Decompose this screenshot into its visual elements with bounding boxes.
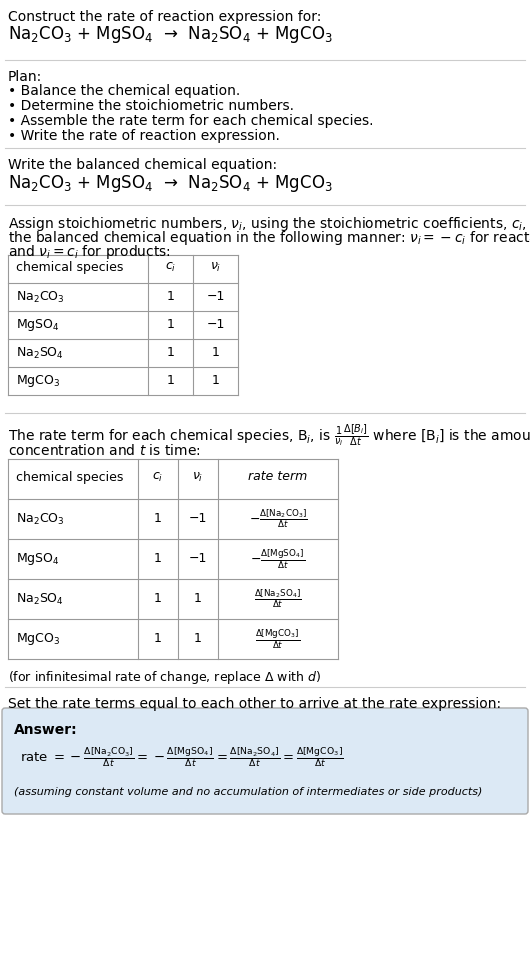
Text: −1: −1 — [189, 513, 207, 525]
Text: Na$_2$CO$_3$: Na$_2$CO$_3$ — [16, 289, 65, 305]
Text: MgCO$_3$: MgCO$_3$ — [16, 631, 60, 647]
Text: 1: 1 — [154, 513, 162, 525]
Text: (assuming constant volume and no accumulation of intermediates or side products): (assuming constant volume and no accumul… — [14, 787, 482, 797]
Text: and $\nu_i = c_i$ for products:: and $\nu_i = c_i$ for products: — [8, 243, 171, 261]
Text: 1: 1 — [166, 290, 174, 304]
Text: Plan:: Plan: — [8, 70, 42, 84]
Text: 1: 1 — [211, 374, 219, 387]
Text: $\nu_i$: $\nu_i$ — [192, 470, 204, 483]
Text: 1: 1 — [154, 593, 162, 606]
Text: Set the rate terms equal to each other to arrive at the rate expression:: Set the rate terms equal to each other t… — [8, 697, 501, 711]
Text: $c_i$: $c_i$ — [152, 470, 164, 483]
Text: 1: 1 — [154, 632, 162, 646]
Text: −1: −1 — [206, 290, 225, 304]
Text: 1: 1 — [194, 593, 202, 606]
Text: MgSO$_4$: MgSO$_4$ — [16, 551, 59, 567]
Text: $-\frac{\Delta[\mathrm{MgSO_4}]}{\Delta t}$: $-\frac{\Delta[\mathrm{MgSO_4}]}{\Delta … — [251, 548, 305, 570]
Text: $-\frac{\Delta[\mathrm{Na_2CO_3}]}{\Delta t}$: $-\frac{\Delta[\mathrm{Na_2CO_3}]}{\Delt… — [249, 508, 307, 530]
Text: (for infinitesimal rate of change, replace Δ with $d$): (for infinitesimal rate of change, repla… — [8, 669, 321, 686]
Text: • Balance the chemical equation.: • Balance the chemical equation. — [8, 84, 240, 98]
Text: • Determine the stoichiometric numbers.: • Determine the stoichiometric numbers. — [8, 99, 294, 113]
Text: MgSO$_4$: MgSO$_4$ — [16, 317, 59, 333]
Text: Answer:: Answer: — [14, 723, 77, 737]
Text: Na$_2$CO$_3$ + MgSO$_4$  →  Na$_2$SO$_4$ + MgCO$_3$: Na$_2$CO$_3$ + MgSO$_4$ → Na$_2$SO$_4$ +… — [8, 173, 333, 194]
Text: −1: −1 — [189, 553, 207, 565]
Text: rate term: rate term — [249, 470, 307, 483]
Text: Construct the rate of reaction expression for:: Construct the rate of reaction expressio… — [8, 10, 321, 24]
Text: $\nu_i$: $\nu_i$ — [210, 261, 221, 273]
Text: $\frac{\Delta[\mathrm{MgCO_3}]}{\Delta t}$: $\frac{\Delta[\mathrm{MgCO_3}]}{\Delta t… — [255, 627, 301, 651]
Text: 1: 1 — [166, 318, 174, 331]
Text: • Write the rate of reaction expression.: • Write the rate of reaction expression. — [8, 129, 280, 143]
Text: rate $= -\frac{\Delta[\mathrm{Na_2CO_3}]}{\Delta t} = -\frac{\Delta[\mathrm{MgSO: rate $= -\frac{\Delta[\mathrm{Na_2CO_3}]… — [20, 745, 344, 768]
Text: Write the balanced chemical equation:: Write the balanced chemical equation: — [8, 158, 277, 172]
Text: Na$_2$CO$_3$ + MgSO$_4$  →  Na$_2$SO$_4$ + MgCO$_3$: Na$_2$CO$_3$ + MgSO$_4$ → Na$_2$SO$_4$ +… — [8, 24, 333, 45]
Text: Na$_2$SO$_4$: Na$_2$SO$_4$ — [16, 592, 64, 607]
Text: Na$_2$SO$_4$: Na$_2$SO$_4$ — [16, 346, 64, 361]
FancyBboxPatch shape — [2, 708, 528, 814]
Text: chemical species: chemical species — [16, 261, 123, 273]
Text: $\frac{\Delta[\mathrm{Na_2SO_4}]}{\Delta t}$: $\frac{\Delta[\mathrm{Na_2SO_4}]}{\Delta… — [254, 588, 302, 611]
Text: 1: 1 — [166, 347, 174, 360]
Text: Assign stoichiometric numbers, $\nu_i$, using the stoichiometric coefficients, $: Assign stoichiometric numbers, $\nu_i$, … — [8, 215, 530, 233]
Text: chemical species: chemical species — [16, 470, 123, 483]
Text: Na$_2$CO$_3$: Na$_2$CO$_3$ — [16, 512, 65, 526]
Text: −1: −1 — [206, 318, 225, 331]
Text: concentration and $t$ is time:: concentration and $t$ is time: — [8, 443, 201, 458]
Text: 1: 1 — [154, 553, 162, 565]
Text: MgCO$_3$: MgCO$_3$ — [16, 373, 60, 389]
Text: the balanced chemical equation in the following manner: $\nu_i = -c_i$ for react: the balanced chemical equation in the fo… — [8, 229, 530, 247]
Text: • Assemble the rate term for each chemical species.: • Assemble the rate term for each chemic… — [8, 114, 374, 128]
Text: The rate term for each chemical species, B$_i$, is $\frac{1}{\nu_i}\frac{\Delta[: The rate term for each chemical species,… — [8, 423, 530, 449]
Text: 1: 1 — [211, 347, 219, 360]
Text: $c_i$: $c_i$ — [165, 261, 176, 273]
Text: 1: 1 — [194, 632, 202, 646]
Text: 1: 1 — [166, 374, 174, 387]
